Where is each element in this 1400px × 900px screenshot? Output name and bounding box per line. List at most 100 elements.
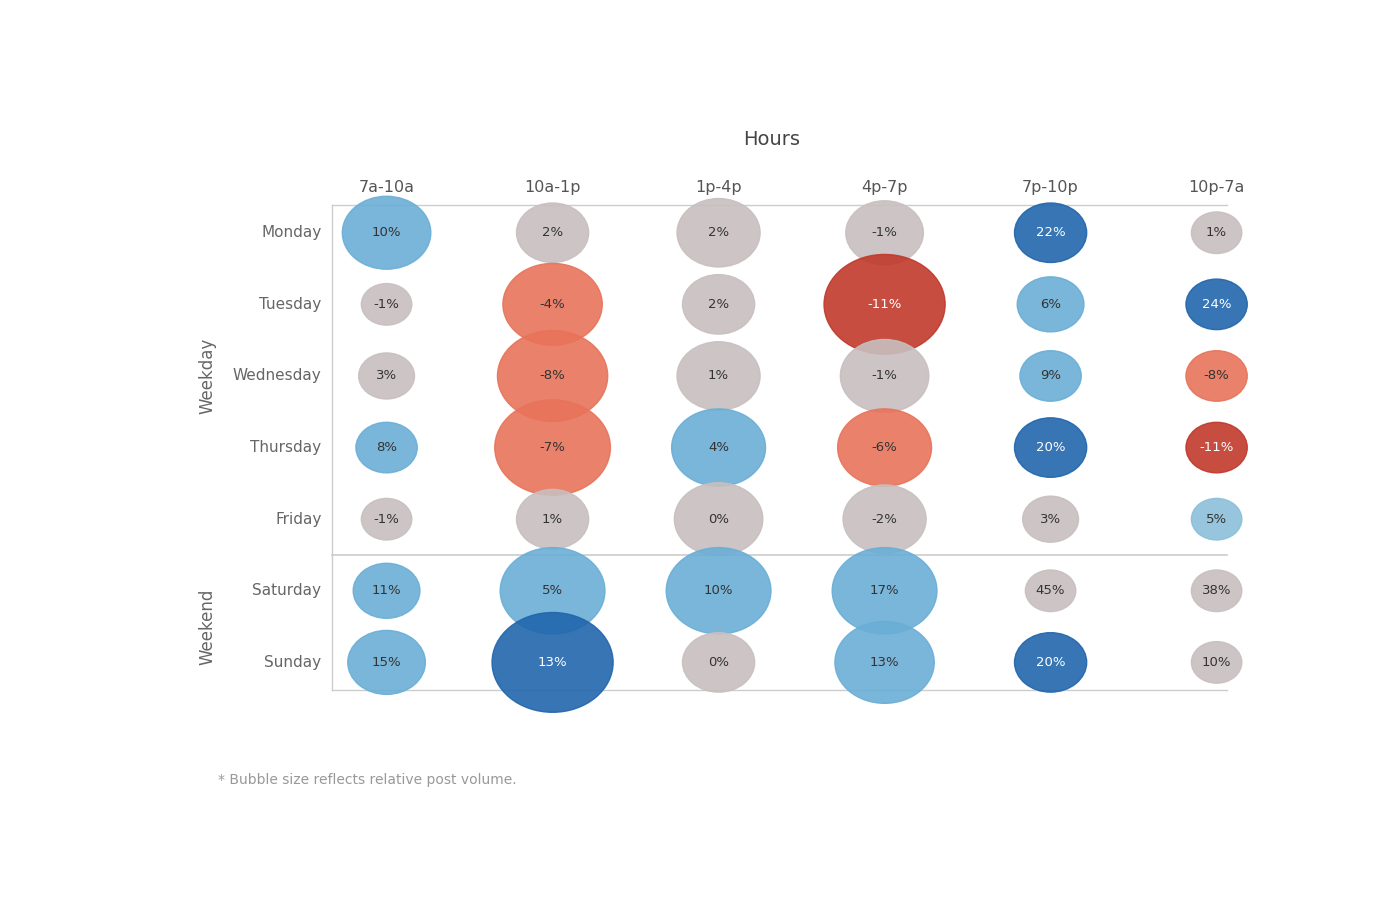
Text: 7a-10a: 7a-10a (358, 180, 414, 195)
Ellipse shape (1191, 499, 1242, 540)
Text: 10a-1p: 10a-1p (525, 180, 581, 195)
Text: Saturday: Saturday (252, 583, 322, 599)
Ellipse shape (672, 409, 766, 486)
Text: 8%: 8% (377, 441, 398, 454)
Ellipse shape (678, 199, 760, 267)
Ellipse shape (353, 563, 420, 618)
Ellipse shape (837, 409, 931, 486)
Text: Tuesday: Tuesday (259, 297, 322, 312)
Ellipse shape (497, 330, 608, 421)
Ellipse shape (517, 203, 588, 263)
Ellipse shape (1021, 351, 1081, 401)
Text: Thursday: Thursday (251, 440, 322, 455)
Ellipse shape (343, 196, 431, 269)
Text: 1%: 1% (708, 370, 729, 382)
Ellipse shape (356, 422, 417, 472)
Ellipse shape (517, 490, 588, 549)
Text: 2%: 2% (708, 298, 729, 310)
Text: -6%: -6% (872, 441, 897, 454)
Text: 13%: 13% (538, 656, 567, 669)
Text: 0%: 0% (708, 513, 729, 526)
Text: * Bubble size reflects relative post volume.: * Bubble size reflects relative post vol… (218, 773, 517, 788)
Text: 9%: 9% (1040, 370, 1061, 382)
Text: -4%: -4% (540, 298, 566, 310)
Ellipse shape (361, 284, 412, 325)
Ellipse shape (1191, 642, 1242, 683)
Ellipse shape (1018, 277, 1084, 332)
Ellipse shape (832, 547, 937, 634)
Text: Weekend: Weekend (199, 589, 217, 665)
Ellipse shape (843, 485, 927, 554)
Text: 1p-4p: 1p-4p (696, 180, 742, 195)
Ellipse shape (825, 255, 945, 355)
Text: Sunday: Sunday (265, 655, 322, 670)
Text: 5%: 5% (1205, 513, 1228, 526)
Ellipse shape (491, 613, 613, 712)
Text: -11%: -11% (868, 298, 902, 310)
Text: 10p-7a: 10p-7a (1189, 180, 1245, 195)
Text: Hours: Hours (743, 130, 801, 148)
Text: -1%: -1% (374, 513, 399, 526)
Text: -1%: -1% (872, 370, 897, 382)
Ellipse shape (361, 499, 412, 540)
Text: 13%: 13% (869, 656, 899, 669)
Ellipse shape (840, 339, 928, 412)
Ellipse shape (358, 353, 414, 399)
Text: Weekday: Weekday (199, 338, 217, 414)
Ellipse shape (494, 400, 610, 495)
Ellipse shape (666, 547, 771, 634)
Text: 17%: 17% (869, 584, 899, 598)
Text: 4%: 4% (708, 441, 729, 454)
Text: 15%: 15% (372, 656, 402, 669)
Text: -7%: -7% (539, 441, 566, 454)
Ellipse shape (500, 547, 605, 634)
Text: 0%: 0% (708, 656, 729, 669)
Text: 4p-7p: 4p-7p (861, 180, 907, 195)
Text: 20%: 20% (1036, 441, 1065, 454)
Ellipse shape (846, 201, 924, 265)
Text: Monday: Monday (262, 225, 322, 240)
Ellipse shape (1015, 633, 1086, 692)
Ellipse shape (1015, 418, 1086, 477)
Ellipse shape (1186, 422, 1247, 472)
Ellipse shape (1186, 351, 1247, 401)
Text: 22%: 22% (1036, 226, 1065, 239)
Text: -8%: -8% (1204, 370, 1229, 382)
Ellipse shape (1191, 570, 1242, 612)
Text: Friday: Friday (274, 512, 322, 526)
Ellipse shape (1191, 212, 1242, 254)
Text: 5%: 5% (542, 584, 563, 598)
Text: 45%: 45% (1036, 584, 1065, 598)
Ellipse shape (682, 633, 755, 692)
Text: 6%: 6% (1040, 298, 1061, 310)
Text: 2%: 2% (542, 226, 563, 239)
Ellipse shape (1025, 570, 1075, 612)
Text: -1%: -1% (872, 226, 897, 239)
Text: Wednesday: Wednesday (232, 368, 322, 383)
Text: -2%: -2% (872, 513, 897, 526)
Text: -1%: -1% (374, 298, 399, 310)
Ellipse shape (1186, 279, 1247, 329)
Ellipse shape (1022, 496, 1078, 542)
Text: -8%: -8% (540, 370, 566, 382)
Ellipse shape (678, 342, 760, 410)
Text: 24%: 24% (1201, 298, 1232, 310)
Text: 11%: 11% (372, 584, 402, 598)
Ellipse shape (503, 264, 602, 346)
Text: -11%: -11% (1200, 441, 1233, 454)
Text: 10%: 10% (1201, 656, 1232, 669)
Text: 1%: 1% (1205, 226, 1228, 239)
Ellipse shape (834, 622, 934, 703)
Ellipse shape (1015, 203, 1086, 263)
Text: 10%: 10% (704, 584, 734, 598)
Ellipse shape (675, 482, 763, 555)
Text: 3%: 3% (1040, 513, 1061, 526)
Text: 38%: 38% (1201, 584, 1232, 598)
Ellipse shape (347, 630, 426, 695)
Text: 2%: 2% (708, 226, 729, 239)
Text: 7p-10p: 7p-10p (1022, 180, 1079, 195)
Text: 20%: 20% (1036, 656, 1065, 669)
Text: 1%: 1% (542, 513, 563, 526)
Text: 10%: 10% (372, 226, 402, 239)
Text: 3%: 3% (377, 370, 398, 382)
